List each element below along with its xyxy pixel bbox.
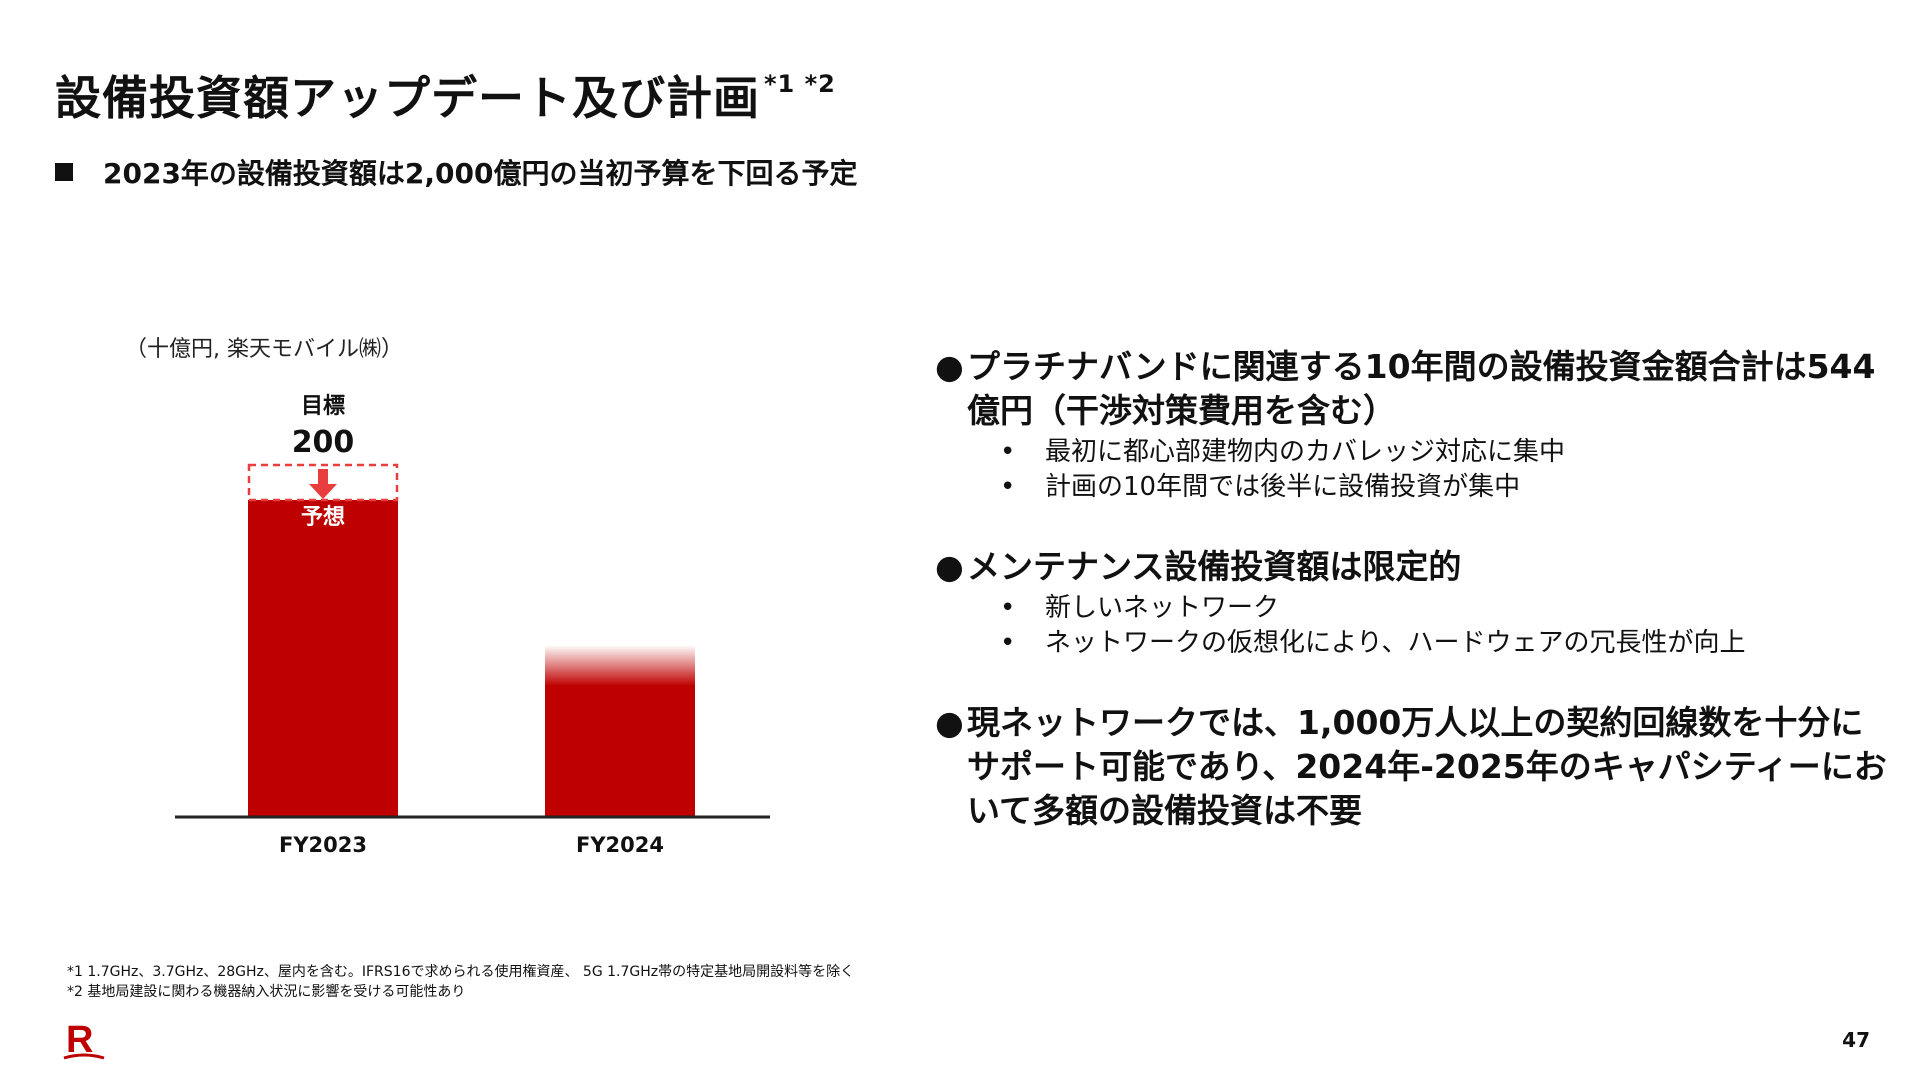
logo-swoosh [63,1053,105,1060]
page-subtitle-text: 2023年の設備投資額は2,000億円の当初予算を下回る予定 [103,157,858,190]
page-subtitle: 2023年の設備投資額は2,000億円の当初予算を下回る予定 [55,152,858,192]
x-tick-label-fy2024: FY2024 [576,833,664,857]
sub-point: • 計画の10年間では後半に設備投資が集中 [935,470,1895,505]
sub-point-list: • 新しいネットワーク • ネットワークの仮想化により、ハードウェアの冗長性が向上 [935,591,1895,661]
key-point-heading: ●現ネットワークでは、1,000万人以上の契約回線数を十分にサポート可能であり、… [935,701,1895,833]
footnotes: *1 1.7GHz、3.7GHz、28GHz、屋内を含む。IFRS16で求められ… [67,962,854,1002]
bar-fy2023 [248,500,398,816]
bullet-dot-icon: ● [935,547,964,586]
capex-bar-chart: （十億円, 楽天モバイル㈱） 目標 200 予想 FY2023 FY2024 [125,337,770,857]
key-point-heading-text: 現ネットワークでは、1,000万人以上の契約回線数を十分にサポート可能であり、2… [967,703,1887,830]
bar-group [248,500,695,816]
footnote-1: *1 1.7GHz、3.7GHz、28GHz、屋内を含む。IFRS16で求められ… [67,964,855,980]
sub-point: • 最初に都心部建物内のカバレッジ対応に集中 [935,435,1895,470]
key-point-heading-text: メンテナンス設備投資額は限定的 [967,547,1462,586]
sub-point-text: 最初に都心部建物内のカバレッジ対応に集中 [1045,437,1566,467]
bullet-dot-icon: ● [935,703,964,742]
key-point-heading: ●メンテナンス設備投資額は限定的 [935,545,1895,589]
sub-point: • 新しいネットワーク [935,591,1895,626]
key-point-1: ●プラチナバンドに関連する10年間の設備投資金額合計は544億円（干渉対策費用を… [935,345,1895,505]
rakuten-logo: R [63,1019,105,1061]
forecast-label: 予想 [301,505,345,530]
sub-bullet-icon: • [1000,472,1016,502]
key-point-2: ●メンテナンス設備投資額は限定的 • 新しいネットワーク • ネットワークの仮想化に… [935,545,1895,661]
sub-point-text: 新しいネットワーク [1045,593,1280,623]
sub-point-text: 計画の10年間では後半に設備投資が集中 [1045,472,1521,502]
target-value-label: 200 [292,425,355,460]
bar-fy2024 [545,685,695,816]
bar-fy2024-fade [545,645,695,686]
sub-point-list: • 最初に都心部建物内のカバレッジ対応に集中 • 計画の10年間では後半に設備投資が… [935,435,1895,505]
key-point-3: ●現ネットワークでは、1,000万人以上の契約回線数を十分にサポート可能であり、… [935,701,1895,833]
down-arrow-icon [309,469,337,499]
sub-bullet-icon: • [1000,628,1016,658]
target-label: 目標 [301,394,345,419]
x-tick-label-fy2023: FY2023 [279,833,367,857]
target-outline [247,463,399,502]
page-title-text: 設備投資額アップデート及び計画 [55,71,760,125]
bullet-dot-icon: ● [935,347,964,386]
sub-bullet-icon: • [1000,437,1016,467]
sub-point-text: ネットワークの仮想化により、ハードウェアの冗長性が向上 [1045,628,1746,658]
sub-point: • ネットワークの仮想化により、ハードウェアの冗長性が向上 [935,626,1895,661]
footnote-2: *2 基地局建設に関わる機器納入状況に影響を受ける可能性あり [67,984,466,1000]
key-points-panel: ●プラチナバンドに関連する10年間の設備投資金額合計は544億円（干渉対策費用を… [935,345,1895,873]
key-point-heading: ●プラチナバンドに関連する10年間の設備投資金額合計は544億円（干渉対策費用を… [935,345,1895,433]
page-number: 47 [1842,1028,1870,1052]
title-footnote-marker: *1 *2 [764,70,836,98]
square-bullet-icon [55,163,73,181]
page-title: 設備投資額アップデート及び計画 *1 *2 [55,62,836,128]
key-point-heading-text: プラチナバンドに関連する10年間の設備投資金額合計は544億円（干渉対策費用を含… [967,347,1876,430]
sub-bullet-icon: • [1000,593,1016,623]
chart-unit-label: （十億円, 楽天モバイル㈱） [125,337,403,362]
x-tick-labels: FY2023 FY2024 [279,833,664,857]
